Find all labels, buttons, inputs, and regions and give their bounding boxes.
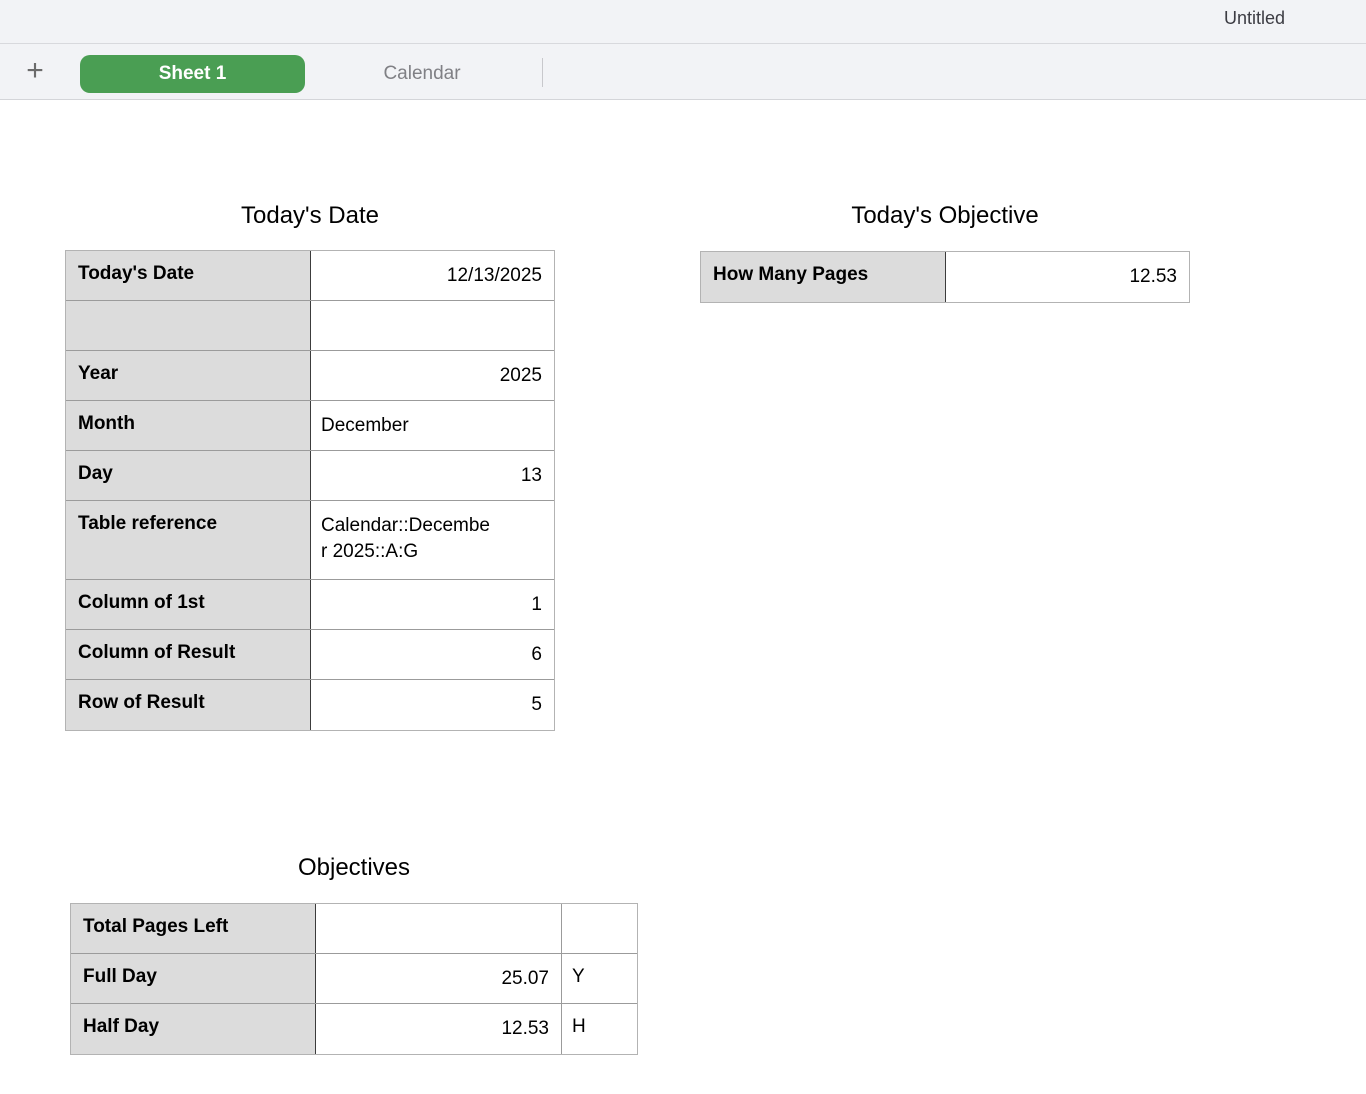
row-value-cell[interactable]: 25.07 bbox=[316, 954, 562, 1003]
row-value-cell[interactable]: 13 bbox=[520, 465, 542, 486]
tab-calendar-label: Calendar bbox=[383, 63, 461, 84]
add-sheet-button[interactable]: + bbox=[26, 54, 44, 87]
row-flag-cell[interactable]: Y bbox=[572, 966, 585, 987]
row-label-cell[interactable]: Table reference bbox=[66, 501, 311, 579]
table-row: Row of Result 5 bbox=[66, 680, 554, 730]
table-row: Half Day 12.53 H bbox=[71, 1004, 637, 1054]
table-title-todays-date[interactable]: Today's Date bbox=[241, 202, 379, 229]
row-value-cell[interactable] bbox=[316, 904, 562, 953]
tab-sheet-1-label: Sheet 1 bbox=[158, 63, 227, 84]
row-value-cell[interactable]: December bbox=[321, 415, 409, 436]
row-label-cell[interactable]: Year bbox=[66, 351, 311, 400]
row-label-cell[interactable]: Full Day bbox=[71, 954, 316, 1003]
row-value-cell[interactable]: 1 bbox=[531, 594, 542, 615]
row-label-cell[interactable]: Half Day bbox=[71, 1004, 316, 1054]
row-label-cell[interactable]: Column of 1st bbox=[66, 580, 311, 629]
table-row: How Many Pages 12.53 bbox=[701, 252, 1189, 302]
table-row bbox=[66, 301, 554, 351]
table-title-objectives[interactable]: Objectives bbox=[297, 854, 411, 881]
row-label-cell[interactable]: Row of Result bbox=[66, 680, 311, 730]
sheet-canvas: Today's Date Today's Date 12/13/2025 Yea… bbox=[0, 100, 1366, 1093]
row-value-cell[interactable]: 12.53 bbox=[316, 1004, 562, 1054]
table-objectives: Total Pages Left Full Day 25.07 Y Half D… bbox=[70, 903, 638, 1055]
row-label-cell[interactable]: Today's Date bbox=[66, 251, 311, 300]
row-value-cell[interactable]: 5 bbox=[531, 694, 542, 715]
table-row: Month December bbox=[66, 401, 554, 451]
table-row: Full Day 25.07 Y bbox=[71, 954, 637, 1004]
tab-calendar[interactable]: Calendar bbox=[332, 55, 512, 93]
table-todays-date: Today's Date 12/13/2025 Year 2025 Month … bbox=[65, 250, 555, 731]
row-label-cell[interactable] bbox=[66, 301, 311, 350]
row-label-cell[interactable]: Total Pages Left bbox=[71, 904, 316, 953]
table-title-todays-objective[interactable]: Today's Objective bbox=[851, 202, 1039, 229]
row-value-cell[interactable]: 2025 bbox=[499, 365, 542, 386]
row-value-cell[interactable]: 12.53 bbox=[1129, 266, 1177, 287]
row-value-cell[interactable]: 6 bbox=[531, 644, 542, 665]
row-label-cell[interactable]: Day bbox=[66, 451, 311, 500]
table-row: Column of 1st 1 bbox=[66, 580, 554, 630]
sheet-tab-bar: + Sheet 1 Calendar bbox=[0, 44, 1366, 100]
row-value-cell[interactable]: 12/13/2025 bbox=[446, 265, 542, 286]
table-todays-objective: How Many Pages 12.53 bbox=[700, 251, 1190, 303]
row-flag-cell[interactable] bbox=[562, 904, 637, 953]
window-titlebar: Untitled bbox=[0, 0, 1366, 44]
table-row: Column of Result 6 bbox=[66, 630, 554, 680]
table-row: Day 13 bbox=[66, 451, 554, 501]
tab-divider bbox=[542, 58, 543, 87]
row-value-cell[interactable] bbox=[311, 301, 554, 350]
row-label-cell[interactable]: How Many Pages bbox=[701, 252, 946, 302]
window-title[interactable]: Untitled bbox=[1223, 8, 1285, 28]
tab-sheet-1[interactable]: Sheet 1 bbox=[80, 55, 305, 93]
row-label-cell[interactable]: Month bbox=[66, 401, 311, 450]
row-label-cell[interactable]: Column of Result bbox=[66, 630, 311, 679]
table-row: Today's Date 12/13/2025 bbox=[66, 251, 554, 301]
row-value-cell[interactable]: Calendar::December 2025::A:G bbox=[321, 515, 490, 562]
table-row: Total Pages Left bbox=[71, 904, 637, 954]
table-row: Table reference Calendar::December 2025:… bbox=[66, 501, 554, 580]
row-flag-cell[interactable]: H bbox=[572, 1016, 586, 1037]
table-row: Year 2025 bbox=[66, 351, 554, 401]
